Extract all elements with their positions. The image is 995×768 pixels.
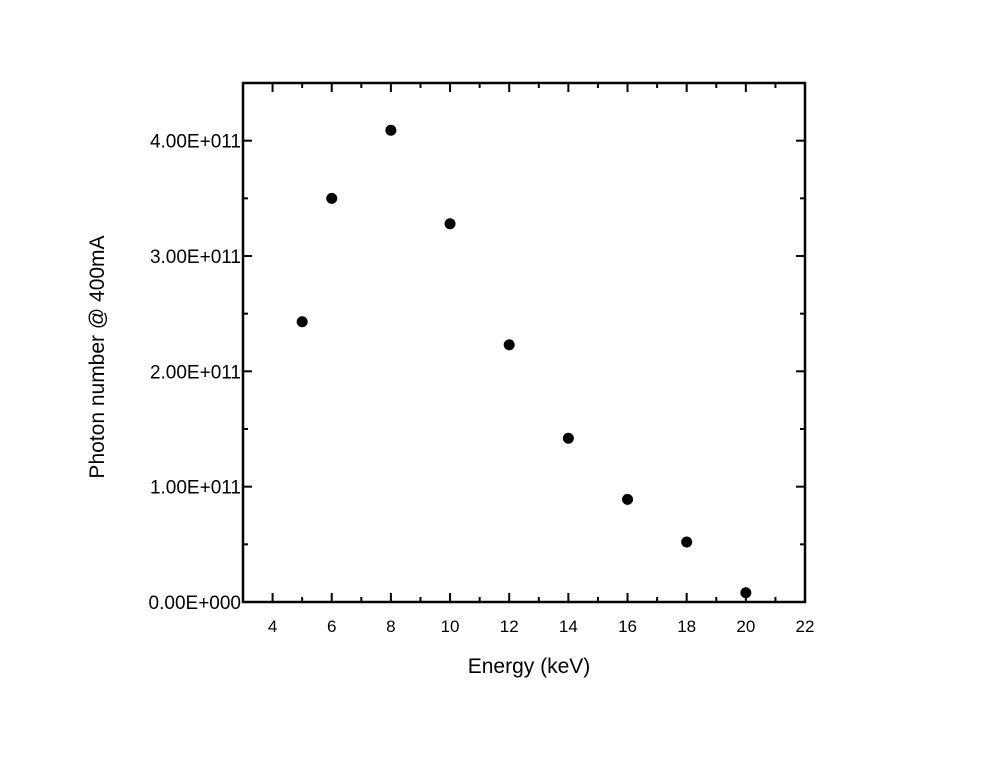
x-tick-labels: 4 6 8 10 12 14 16 18 20 22 (268, 617, 815, 636)
y-tick-labels: 0.00E+000 1.00E+011 2.00E+011 3.00E+011 4.00… (149, 132, 241, 614)
y-tick-label: 1.00E+011 (150, 478, 241, 499)
data-point (326, 192, 338, 204)
data-point (385, 124, 397, 136)
data-point (681, 536, 693, 548)
axis-ticks (242, 82, 806, 603)
data-point (503, 339, 515, 351)
x-tick-label: 6 (327, 617, 336, 636)
y-tick-label: 3.00E+011 (150, 247, 241, 268)
data-point (444, 218, 456, 230)
plot-frame (241, 81, 807, 604)
plot-border (241, 81, 807, 604)
data-point (562, 432, 574, 444)
y-tick-label: 4.00E+011 (150, 132, 241, 153)
x-tick-label: 16 (618, 617, 637, 636)
x-tick-label: 10 (441, 617, 460, 636)
data-points (296, 124, 752, 599)
x-tick-label: 20 (736, 617, 755, 636)
x-tick-label: 14 (559, 617, 578, 636)
data-point (622, 493, 634, 505)
y-tick-label: 0.00E+000 (149, 593, 241, 614)
x-tick-label: 18 (677, 617, 696, 636)
x-tick-label: 22 (796, 617, 815, 636)
y-axis-title: Photon number @ 400mA (86, 235, 109, 478)
data-point (296, 316, 308, 328)
y-tick-label: 2.00E+011 (150, 362, 241, 383)
x-tick-label: 4 (268, 617, 277, 636)
x-axis-title: Energy (keV) (468, 655, 591, 678)
data-point (740, 587, 752, 599)
x-tick-label: 8 (386, 617, 395, 636)
x-tick-label: 12 (500, 617, 519, 636)
